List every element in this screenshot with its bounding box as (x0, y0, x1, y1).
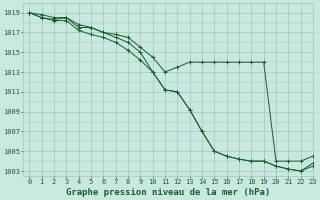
X-axis label: Graphe pression niveau de la mer (hPa): Graphe pression niveau de la mer (hPa) (66, 188, 270, 197)
